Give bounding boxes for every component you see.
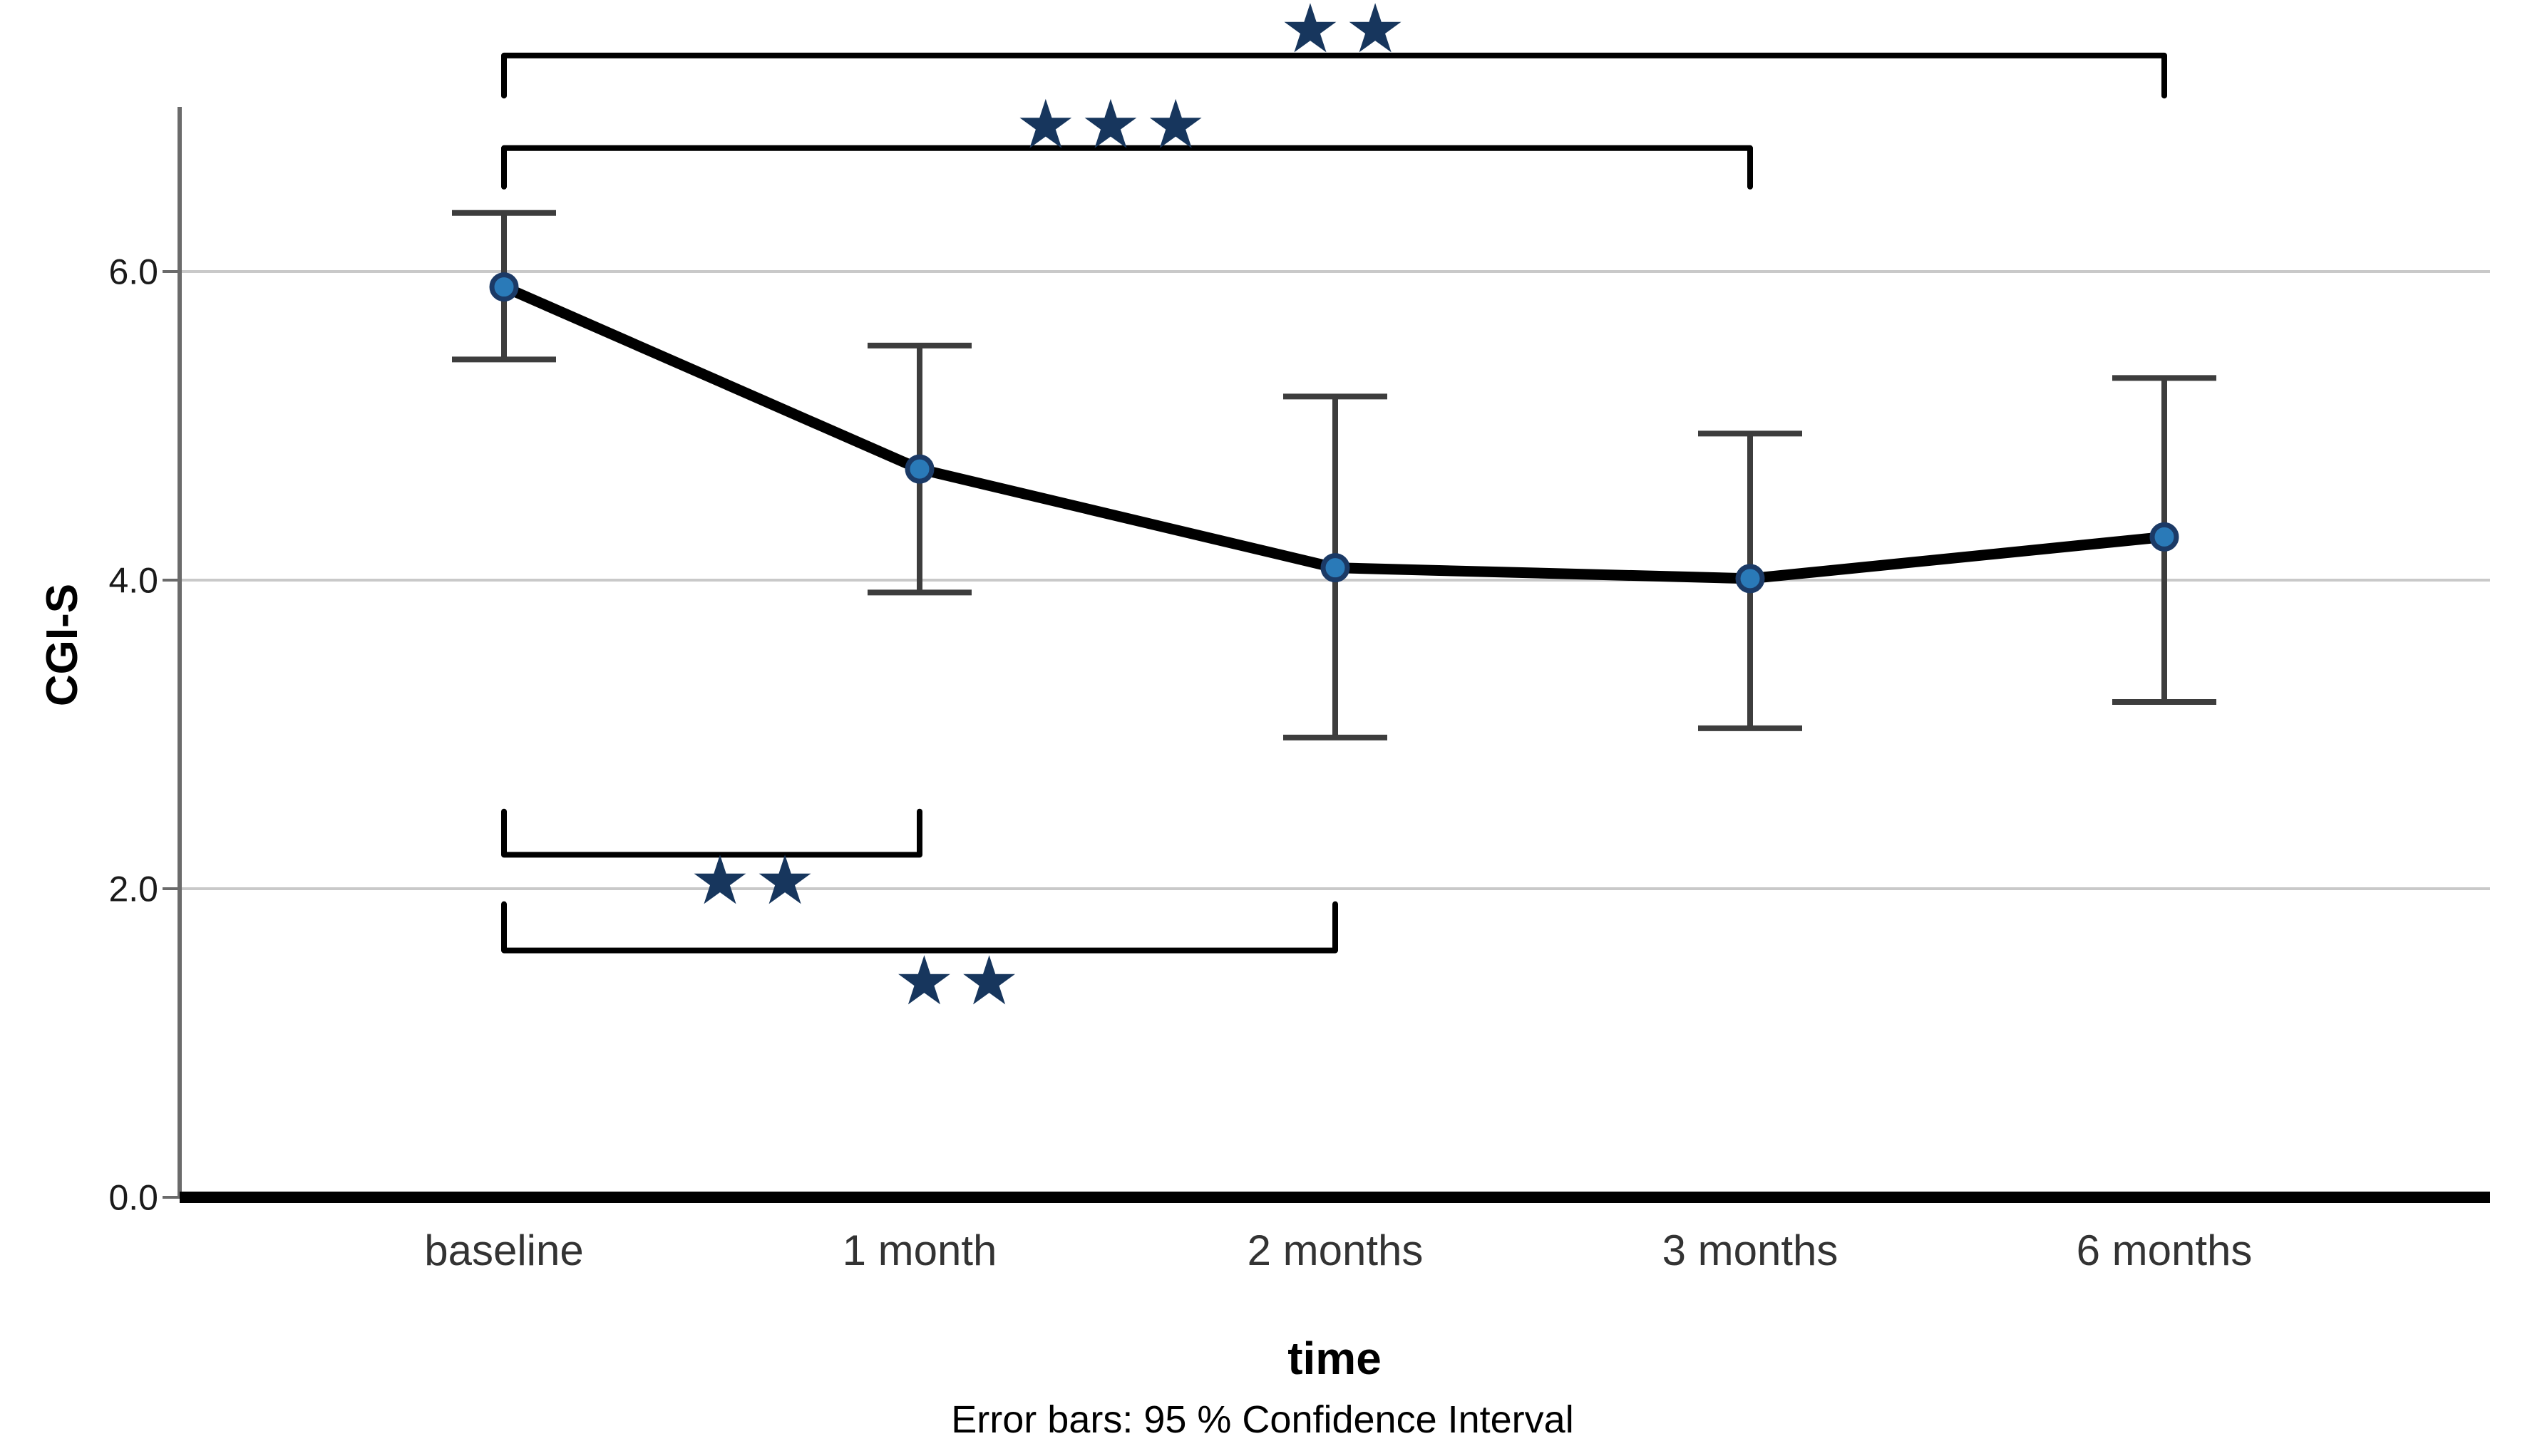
- x-category-label-3: 2 months: [1248, 1227, 1424, 1274]
- significance-bracket-path: [501, 901, 1338, 954]
- x-category-label-5: 6 months: [2077, 1227, 2253, 1274]
- y-tick-label-0: 0.0: [108, 1178, 158, 1218]
- significance-bracket-layer: ★★★★★★★★★: [501, 0, 2167, 1019]
- error-bars-caption: Error bars: 95 % Confidence Interval: [951, 1398, 1573, 1441]
- significance-stars: ★★: [689, 843, 819, 919]
- y-tick-label-2: 2.0: [108, 869, 158, 909]
- x-category-label-2: 1 month: [843, 1227, 997, 1274]
- significance-bracket-path: [501, 145, 1753, 190]
- data-point-marker-2 months: [1320, 553, 1350, 583]
- y-tick-label-6: 6.0: [108, 252, 158, 292]
- significance-bracket-path: [501, 52, 2167, 99]
- data-point-marker-baseline: [489, 272, 519, 302]
- axis-layer: 0.0 2.0 4.0 6.0 baseline 1 month 2 months 3 mon…: [108, 107, 2490, 1274]
- significance-bracket-2: ★★★: [501, 87, 1753, 190]
- significance-bracket-4: ★★: [501, 901, 1338, 1019]
- significance-bracket-1: ★★: [501, 0, 2167, 99]
- data-point-marker-6 months: [2149, 522, 2179, 552]
- x-category-label-1: baseline: [424, 1227, 584, 1274]
- y-axis-title: CGI-S: [38, 584, 87, 706]
- data-point-marker-3 months: [1735, 564, 1765, 594]
- label-layer: CGI-S time Error bars: 95 % Confidence I…: [38, 584, 1574, 1441]
- significance-stars: ★★: [1280, 0, 1409, 67]
- series-layer: [452, 210, 2216, 740]
- significance-stars: ★★★: [1015, 87, 1210, 162]
- x-category-label-4: 3 months: [1662, 1227, 1839, 1274]
- y-tick-label-4: 4.0: [108, 561, 158, 601]
- x-axis-title: time: [1287, 1333, 1382, 1384]
- significance-bracket-path: [501, 808, 922, 858]
- data-point-marker-1 month: [905, 454, 935, 484]
- significance-stars: ★★: [894, 944, 1024, 1019]
- significance-bracket-3: ★★: [501, 808, 922, 919]
